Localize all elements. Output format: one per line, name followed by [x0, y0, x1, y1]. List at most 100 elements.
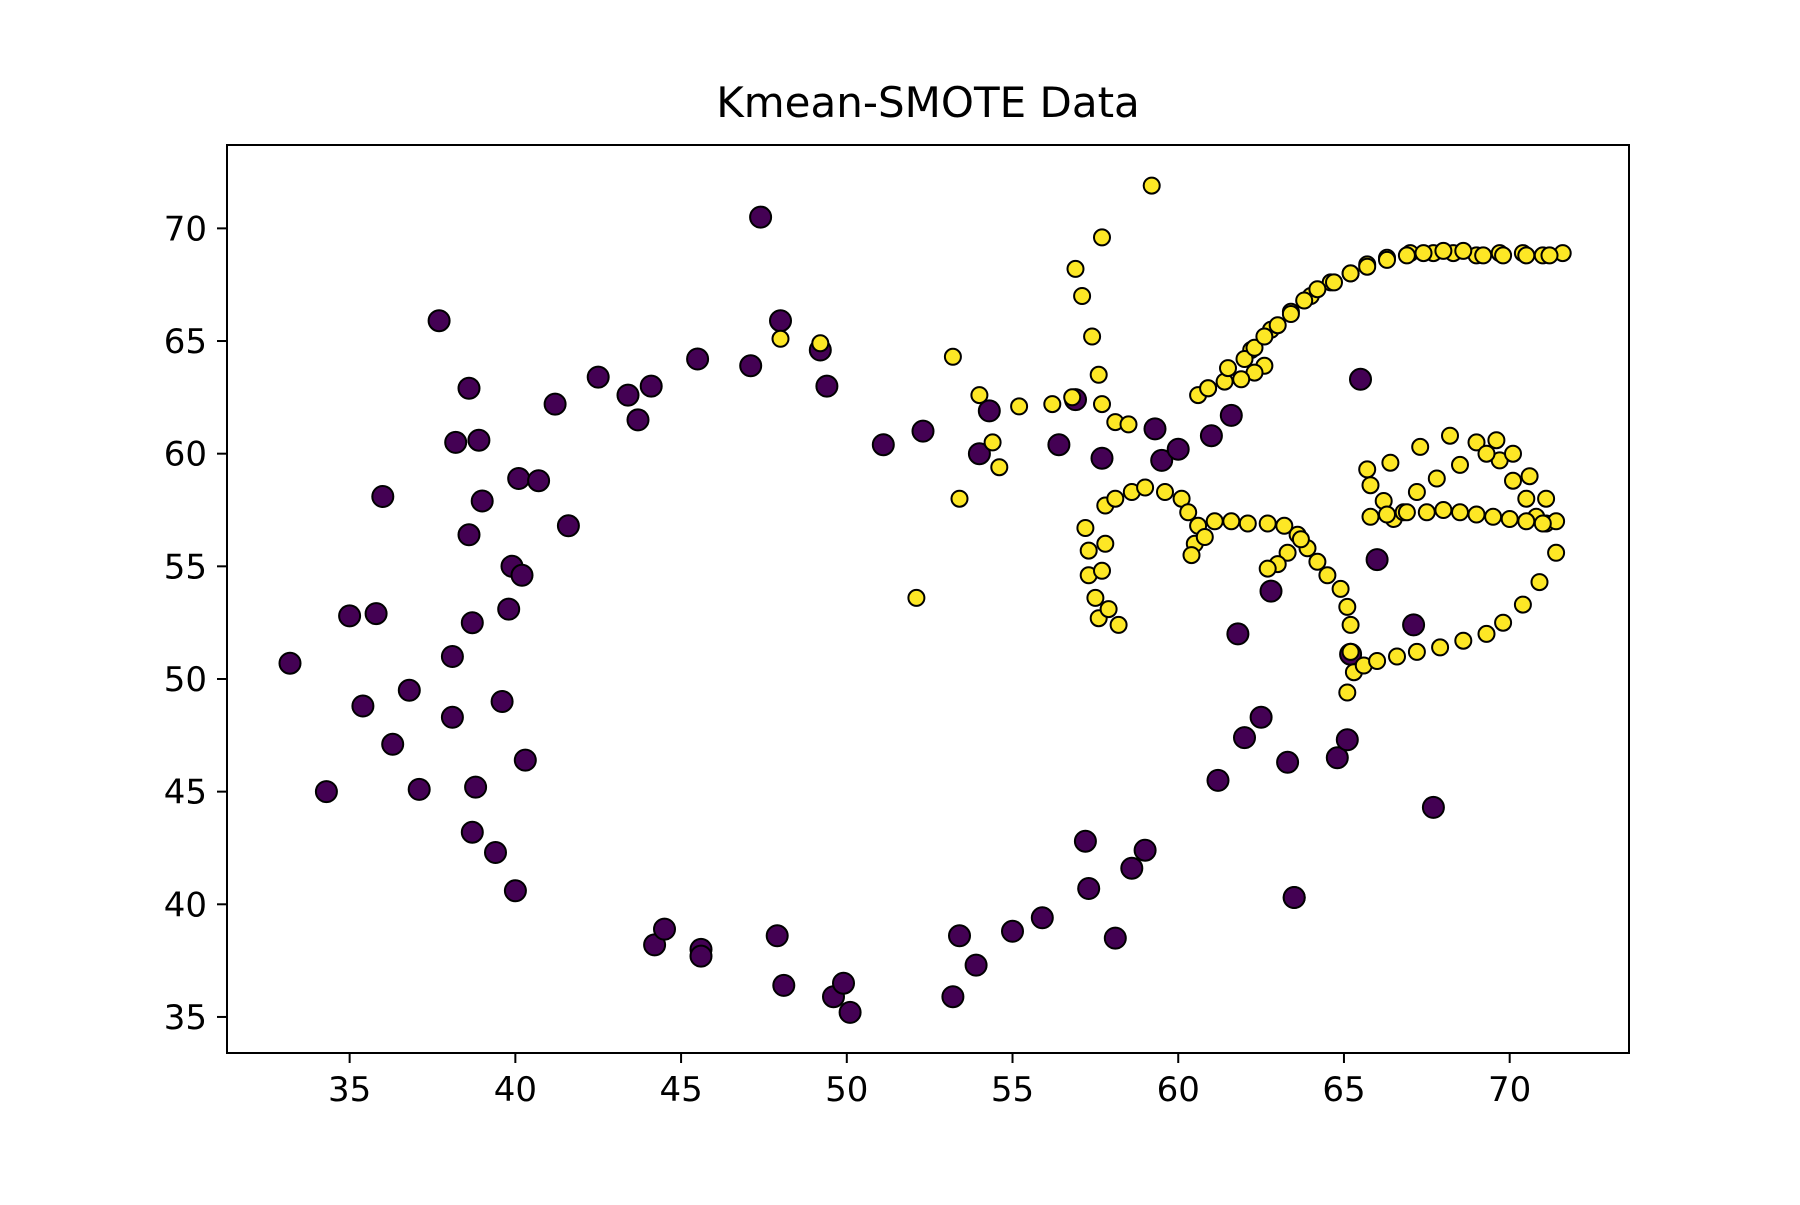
minority-point [1530, 573, 1549, 592]
minority-point [1179, 503, 1198, 522]
minority-point [1388, 647, 1406, 666]
majority-point [470, 489, 494, 513]
minority-point [1308, 552, 1327, 571]
minority-point [1378, 505, 1396, 524]
x-tick-label: 35 [328, 1070, 371, 1110]
majority-point [911, 419, 935, 443]
majority-point [278, 651, 302, 675]
minority-point [1358, 460, 1377, 479]
majority-point [507, 467, 531, 490]
majority-point [513, 748, 537, 772]
majority-point [440, 645, 464, 668]
majority-point [314, 780, 338, 804]
majority-point [1233, 726, 1256, 750]
minority-point [1533, 514, 1552, 533]
x-tick-label: 70 [1488, 1070, 1531, 1110]
minority-point [1504, 471, 1522, 490]
minority-point [1079, 541, 1098, 560]
majority-point [941, 985, 965, 1009]
majority-point [739, 354, 763, 378]
minority-point [1073, 287, 1092, 305]
minority-point [1318, 566, 1337, 585]
minority-point [1010, 397, 1029, 416]
majority-point [1133, 838, 1157, 862]
minority-point [1089, 365, 1108, 384]
majority-point [1421, 795, 1445, 819]
ticks-layer: 35 40 45 50 55 60 65 70 35 40 45 50 55 60 65 70 [164, 209, 1532, 1110]
majority-point [1166, 437, 1190, 461]
majority-point [484, 841, 507, 864]
minority-point [1434, 241, 1453, 260]
chart-title: Kmean-SMOTE Data [716, 78, 1140, 127]
majority-point [626, 408, 650, 432]
minority-point [1258, 559, 1277, 578]
minority-point [1451, 455, 1469, 474]
majority-point [1249, 705, 1273, 729]
minority-point [1467, 433, 1486, 452]
majority-point [1402, 613, 1426, 637]
majority-point [769, 309, 792, 333]
minority-point [907, 588, 926, 607]
y-tick-label: 55 [164, 547, 207, 587]
minority-point [1368, 652, 1387, 670]
majority-point [1199, 424, 1223, 448]
minority-point [1096, 534, 1115, 553]
minority-point [1278, 543, 1297, 562]
majority-point [1077, 877, 1101, 900]
minority-point [1407, 642, 1426, 661]
majority-point [427, 309, 451, 333]
majority-point [967, 442, 991, 466]
x-tick-label: 60 [1157, 1070, 1200, 1110]
minority-point [1245, 338, 1264, 357]
minority-point [1308, 280, 1327, 299]
minority-point [1434, 501, 1453, 519]
minority-point [1093, 228, 1111, 247]
x-tick-label: 55 [991, 1070, 1034, 1110]
x-tick-label: 40 [494, 1070, 537, 1110]
majority-point [510, 563, 534, 587]
majority-point [1103, 926, 1127, 950]
minority-point [1484, 507, 1503, 526]
minority-point [1381, 453, 1400, 472]
y-tick-label: 35 [164, 998, 207, 1038]
majority-point [1206, 768, 1230, 792]
minority-point [1195, 528, 1214, 546]
minority-point [1513, 595, 1532, 614]
majority-point [1282, 886, 1306, 909]
minority-point [1361, 476, 1380, 495]
minority-point [1275, 516, 1294, 535]
majority-point [497, 597, 521, 621]
majority-point [371, 485, 395, 508]
minority-point [1500, 510, 1519, 528]
minority-point [1441, 426, 1459, 445]
majority-point [490, 690, 514, 713]
majority-point [832, 971, 855, 995]
minority-point [1268, 316, 1287, 335]
majority-point [616, 383, 640, 407]
majority-point [543, 392, 567, 416]
points-layer [278, 176, 1572, 1024]
minority-point [1232, 370, 1251, 389]
majority-point [1325, 746, 1349, 770]
minority-point [1099, 600, 1118, 619]
minority-point [1156, 483, 1174, 501]
minority-point [1517, 489, 1536, 508]
majority-point [1335, 728, 1359, 752]
minority-point [1083, 327, 1102, 346]
minority-point [811, 334, 830, 353]
minority-point [1109, 615, 1128, 634]
minority-point [1378, 250, 1396, 269]
majority-point [1259, 579, 1283, 603]
minority-point [1086, 588, 1105, 607]
minority-point [990, 458, 1009, 477]
majority-point [1365, 548, 1389, 572]
minority-point [1417, 503, 1436, 522]
majority-point [1047, 433, 1071, 457]
majority-point [1030, 906, 1054, 930]
minority-point [1477, 624, 1496, 643]
majority-point [1349, 367, 1372, 391]
minority-point [1487, 431, 1506, 450]
minority-point [1136, 478, 1155, 497]
minority-point [1338, 597, 1357, 616]
